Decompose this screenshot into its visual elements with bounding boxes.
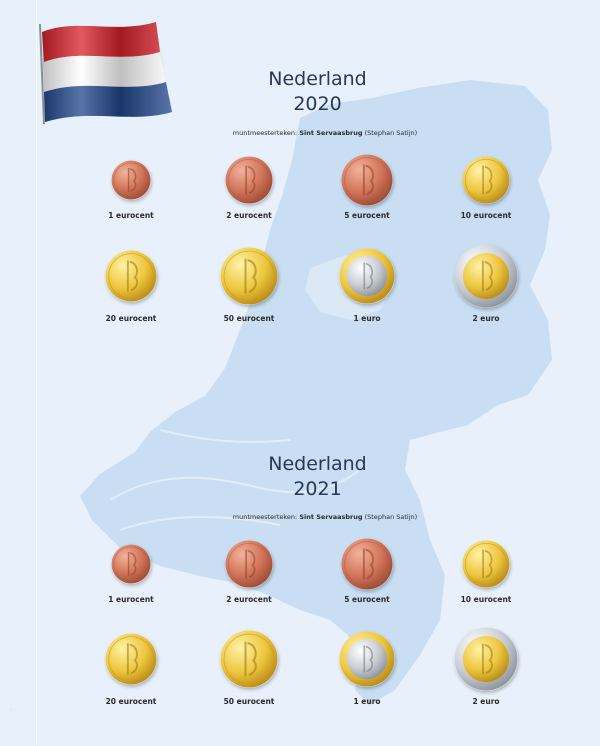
netherlands-flag-icon — [39, 22, 172, 125]
coin-label: 2 eurocent — [226, 595, 272, 604]
coin-2-euro — [454, 627, 518, 691]
coin-20-eurocent — [105, 633, 157, 685]
coin-5-eurocent — [341, 154, 393, 206]
coin-label: 1 euro — [353, 697, 381, 706]
coin-10-eurocent — [462, 156, 510, 204]
coin-label: 20 eurocent — [105, 697, 157, 706]
page-marker: · — [10, 707, 12, 714]
coin-label: 50 eurocent — [223, 697, 275, 706]
coin-label: 10 eurocent — [460, 211, 512, 220]
section-title-country: Nederland — [268, 68, 367, 90]
coin-50-eurocent — [220, 247, 278, 305]
coin-50-eurocent — [220, 630, 278, 688]
coin-1-euro — [339, 631, 395, 687]
coin-1-eurocent — [111, 544, 151, 584]
coin-2-eurocent — [225, 156, 273, 204]
coin-1-eurocent — [111, 160, 151, 200]
coin-2-euro — [454, 244, 518, 308]
coin-label: 2 euro — [472, 314, 500, 323]
mintmaster-mark: muntmeesterteken: Sint Servaasbrug (Step… — [232, 129, 418, 137]
coin-2-eurocent — [225, 540, 273, 588]
section-title-country: Nederland — [268, 453, 367, 475]
coin-20-eurocent — [105, 250, 157, 302]
coin-1-euro — [339, 248, 395, 304]
coin-label: 1 euro — [353, 314, 381, 323]
coin-label: 2 euro — [472, 697, 500, 706]
coin-label: 10 eurocent — [460, 595, 512, 604]
coin-label: 1 eurocent — [108, 211, 154, 220]
coin-label: 20 eurocent — [105, 314, 157, 323]
coin-label: 5 eurocent — [344, 595, 390, 604]
coin-label: 1 eurocent — [108, 595, 154, 604]
coin-5-eurocent — [341, 538, 393, 590]
section-title-year: 2021 — [293, 478, 342, 500]
coin-label: 2 eurocent — [226, 211, 272, 220]
binder-margin-line — [36, 0, 37, 746]
coin-label: 5 eurocent — [344, 211, 390, 220]
mintmaster-mark: muntmeesterteken: Sint Servaasbrug (Step… — [232, 513, 418, 521]
coin-label: 50 eurocent — [223, 314, 275, 323]
coin-10-eurocent — [462, 540, 510, 588]
section-title-year: 2020 — [293, 93, 342, 115]
